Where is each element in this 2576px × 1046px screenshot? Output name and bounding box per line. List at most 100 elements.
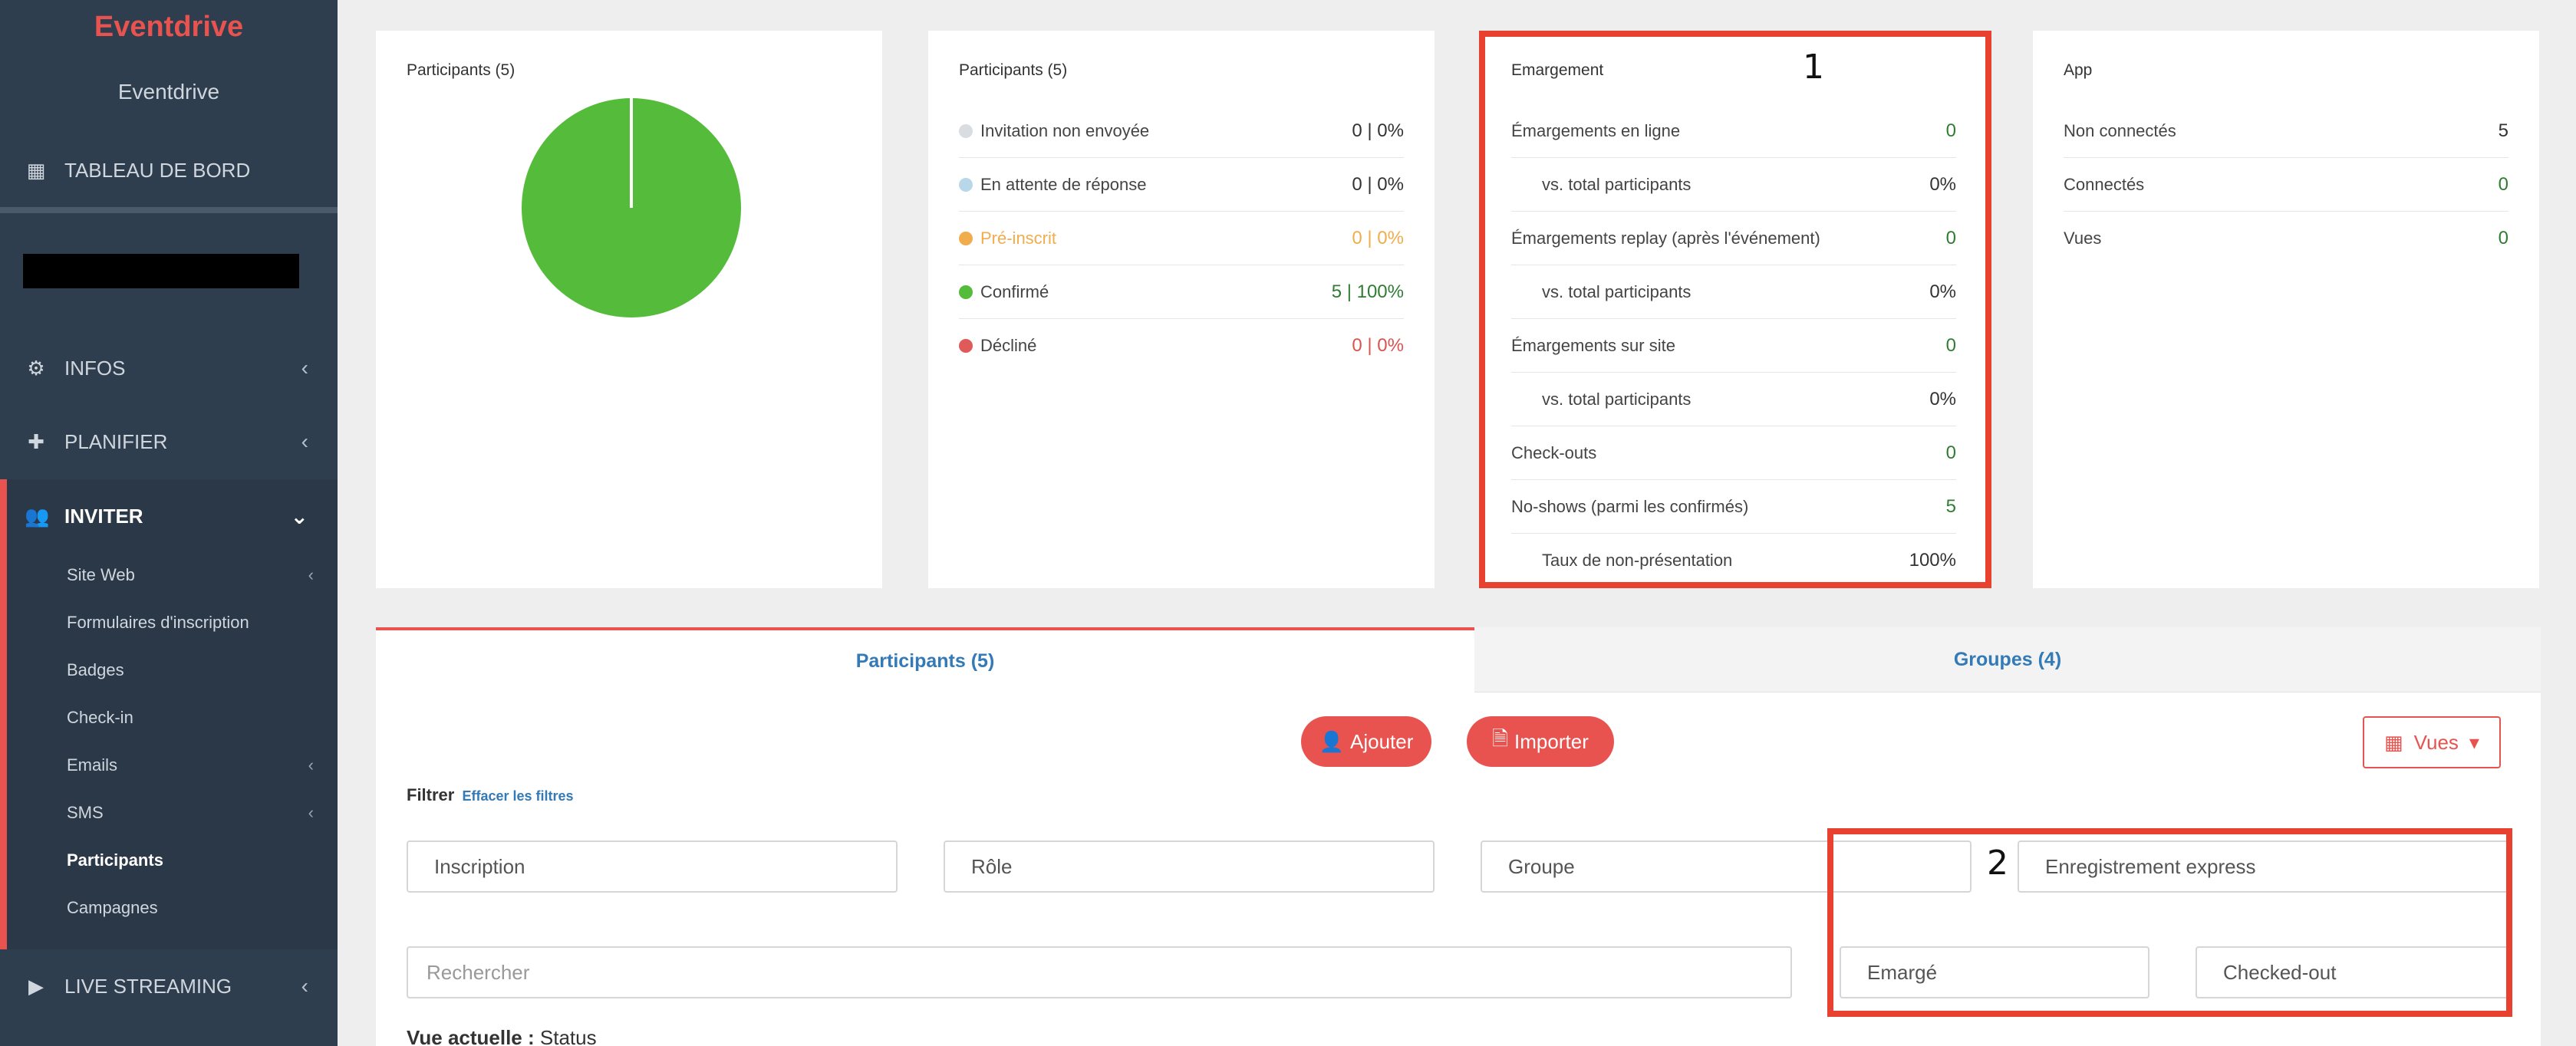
groupe-select[interactable]: Groupe bbox=[1481, 840, 1972, 893]
status-dot-icon bbox=[959, 177, 973, 192]
stat-value: 0 bbox=[2498, 228, 2508, 248]
stat-value: 0 bbox=[1945, 442, 1956, 463]
current-view-value: Status bbox=[539, 1026, 597, 1046]
filter-label: Filtrer bbox=[407, 785, 455, 804]
stat-label: Vues bbox=[2064, 229, 2102, 248]
inscription-select[interactable]: Inscription bbox=[407, 840, 898, 893]
current-view: Vue actuelle : Status bbox=[407, 1026, 597, 1046]
nav-inviter[interactable]: 👥 INVITER ⌄ bbox=[0, 485, 338, 547]
sidebar: Eventdrive Eventdrive ▦ TABLEAU DE BORD … bbox=[0, 0, 338, 1046]
stat-label: En attente de réponse bbox=[959, 175, 1352, 195]
sidebar-item-check-in[interactable]: Check-in bbox=[67, 708, 133, 727]
nav-infos-label: INFOS bbox=[64, 356, 126, 380]
stat-label: Pré-inscrit bbox=[959, 229, 1352, 248]
chevron-left-icon: ‹ bbox=[301, 429, 308, 453]
file-icon: 🗎 bbox=[1492, 727, 1509, 750]
views-label: Vues bbox=[2413, 730, 2459, 754]
import-button[interactable]: 🗎 Importer bbox=[1467, 716, 1614, 767]
nav-dashboard-label: TABLEAU DE BORD bbox=[64, 158, 251, 182]
stat-value: 0% bbox=[1929, 281, 1956, 302]
stat-value: 5 bbox=[2498, 120, 2508, 141]
stat-label: Émargements sur site bbox=[1511, 335, 1675, 355]
stat-row: vs. total participants 0% bbox=[1511, 265, 1956, 319]
stat-value: 0 | 0% bbox=[1352, 120, 1404, 141]
nav-divider bbox=[0, 207, 338, 213]
stat-value: 5 bbox=[1945, 495, 1956, 517]
sidebar-item-sms[interactable]: SMS ‹ bbox=[67, 803, 328, 823]
annotation-box-2 bbox=[1827, 828, 2512, 1017]
status-dot-icon bbox=[959, 123, 973, 138]
sidebar-item-campagnes[interactable]: Campagnes bbox=[67, 898, 158, 917]
sidebar-item-site-web[interactable]: Site Web ‹ bbox=[67, 565, 328, 585]
brand-logo-text[interactable]: Eventdrive bbox=[94, 11, 244, 43]
chevron-down-icon: ⌄ bbox=[290, 504, 308, 528]
stat-row: vs. total participants 0% bbox=[1511, 373, 1956, 426]
current-view-label: Vue actuelle : bbox=[407, 1026, 535, 1046]
nav-inviter-label: INVITER bbox=[64, 504, 143, 528]
emarge-select[interactable]: Emargé bbox=[1840, 946, 2149, 998]
chevron-left-icon: ‹ bbox=[301, 356, 308, 380]
stat-label: vs. total participants bbox=[1542, 174, 1692, 194]
stat-row: Décliné 0 | 0% bbox=[959, 319, 1404, 373]
enregistrement-express-select[interactable]: Enregistrement express bbox=[2018, 840, 2508, 893]
sidebar-item-label: SMS bbox=[67, 803, 104, 822]
card-title: App bbox=[2064, 61, 2093, 79]
nav-dashboard[interactable]: ▦ TABLEAU DE BORD bbox=[0, 140, 338, 201]
status-dot-icon bbox=[959, 231, 973, 245]
redacted-block bbox=[23, 254, 299, 288]
status-dot-icon bbox=[959, 339, 973, 353]
caret-down-icon: ▾ bbox=[2469, 730, 2479, 754]
status-dot-icon bbox=[959, 285, 973, 299]
participants-pie-chart bbox=[522, 98, 741, 317]
stat-row: Pré-inscrit 0 | 0% bbox=[959, 212, 1404, 265]
checked-out-select[interactable]: Checked-out bbox=[2196, 946, 2508, 998]
nav-inviter-section: 👥 INVITER ⌄ Site Web ‹ Formulaires d'ins… bbox=[0, 479, 338, 949]
stat-value: 0 bbox=[1945, 120, 1956, 141]
event-name: Eventdrive bbox=[117, 80, 220, 104]
tab-groupes[interactable]: Groupes (4) bbox=[1474, 627, 2541, 692]
stat-label: Décliné bbox=[959, 336, 1352, 356]
stat-value: 0 bbox=[1945, 227, 1956, 248]
sidebar-item-participants[interactable]: Participants bbox=[67, 850, 163, 870]
stat-value: 0 | 0% bbox=[1352, 335, 1404, 356]
stat-value: 0% bbox=[1929, 388, 1956, 410]
nav-live-streaming[interactable]: ▶ LIVE STREAMING ‹ bbox=[0, 956, 338, 1017]
nav-infos[interactable]: ⚙ INFOS ‹ bbox=[0, 337, 338, 399]
participants-pie-card: Participants (5) bbox=[376, 31, 882, 588]
user-icon: 👤 bbox=[1319, 729, 1344, 753]
participants-panel: Participants (5) Groupes (4) 👤 Ajouter 🗎… bbox=[376, 627, 2541, 1046]
stat-row: En attente de réponse 0 | 0% bbox=[959, 158, 1404, 212]
stat-value: 0% bbox=[1929, 173, 1956, 195]
stat-label: vs. total participants bbox=[1542, 389, 1692, 409]
stat-value: 0 | 0% bbox=[1352, 173, 1404, 195]
sidebar-item-formulaires[interactable]: Formulaires d'inscription bbox=[67, 613, 249, 632]
puzzle-icon: ✚ bbox=[28, 429, 44, 453]
import-button-label: Importer bbox=[1514, 729, 1589, 753]
stat-label: Non connectés bbox=[2064, 120, 2176, 140]
stat-row: No-shows (parmi les confirmés) 5 bbox=[1511, 480, 1956, 534]
sidebar-item-label: Site Web bbox=[67, 565, 135, 584]
stat-row: Invitation non envoyée 0 | 0% bbox=[959, 104, 1404, 158]
sidebar-item-emails[interactable]: Emails ‹ bbox=[67, 755, 328, 775]
stat-label: Émargements en ligne bbox=[1511, 120, 1681, 140]
clear-filters-link[interactable]: Effacer les filtres bbox=[462, 788, 574, 804]
gears-icon: ⚙ bbox=[27, 356, 45, 380]
stat-row: Confirmé 5 | 100% bbox=[959, 265, 1404, 319]
stat-label: Taux de non-présentation bbox=[1542, 551, 1733, 570]
sidebar-item-badges[interactable]: Badges bbox=[67, 660, 124, 679]
card-title: Participants (5) bbox=[959, 61, 1068, 79]
stat-label: Invitation non envoyée bbox=[959, 121, 1352, 141]
nav-planifier[interactable]: ✚ PLANIFIER ‹ bbox=[0, 411, 338, 472]
users-icon: 👥 bbox=[25, 504, 50, 528]
search-input[interactable]: Rechercher bbox=[407, 946, 1792, 998]
stat-value: 0 bbox=[1945, 334, 1956, 356]
stat-label: Émargements replay (après l'événement) bbox=[1511, 228, 1820, 248]
emargement-card: Emargement Émargements en ligne 0 vs. tota… bbox=[1481, 31, 1987, 588]
add-participant-button[interactable]: 👤 Ajouter bbox=[1301, 716, 1431, 767]
stat-label: No-shows (parmi les confirmés) bbox=[1511, 496, 1749, 516]
participants-status-card: Participants (5) Invitation non envoyée 0… bbox=[928, 31, 1435, 588]
views-dropdown[interactable]: ▦ Vues ▾ bbox=[2363, 716, 2501, 768]
dashboard-icon: ▦ bbox=[26, 158, 46, 182]
role-select[interactable]: Rôle bbox=[944, 840, 1435, 893]
tab-participants[interactable]: Participants (5) bbox=[376, 627, 1474, 692]
